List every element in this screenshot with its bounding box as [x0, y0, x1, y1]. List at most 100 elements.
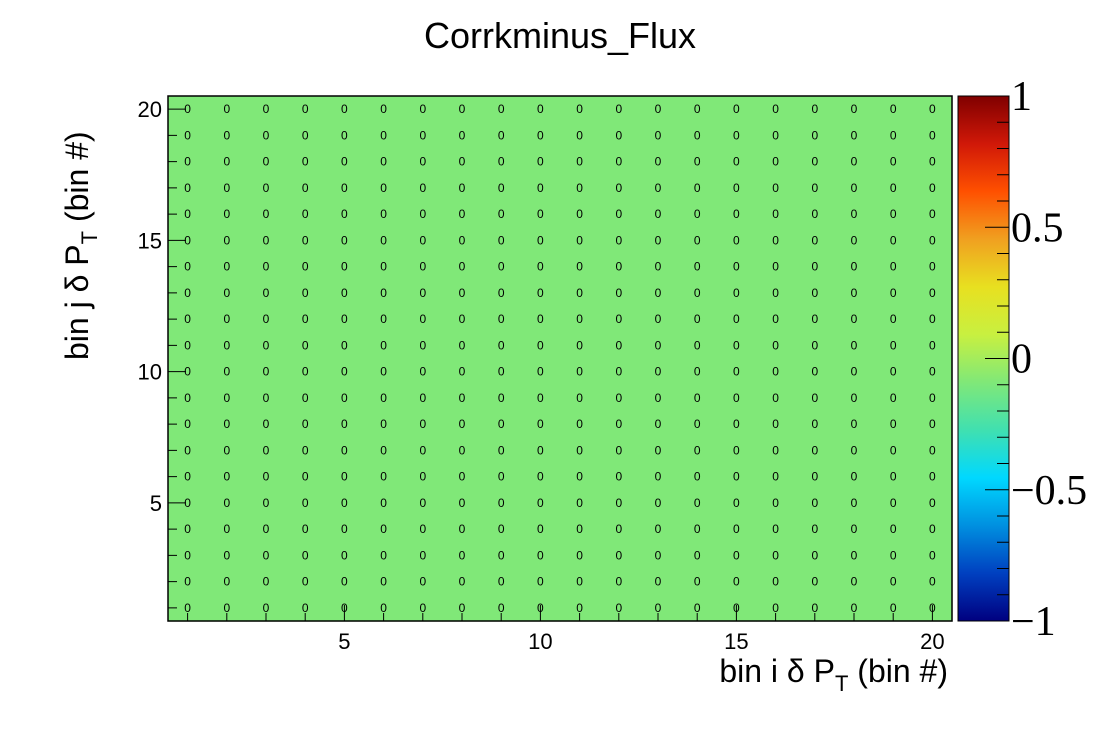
cell-value-label: 0: [380, 207, 387, 221]
heatmap-cell: [560, 174, 600, 202]
heatmap-cell: [834, 542, 875, 570]
heatmap-cell: [873, 227, 914, 255]
cell-value-label: 0: [380, 522, 387, 536]
cell-value-label: 0: [459, 443, 466, 457]
heatmap-cell: [364, 279, 404, 307]
heatmap-cell: [795, 358, 835, 386]
cell-value-label: 0: [851, 548, 858, 562]
cell-value-label: 0: [890, 181, 897, 195]
cell-value-label: 0: [341, 338, 348, 352]
heatmap-cell: [207, 306, 247, 333]
heatmap-cell: [795, 568, 835, 596]
cell-value-label: 0: [929, 470, 936, 484]
cell-value-label: 0: [890, 338, 897, 352]
heatmap-cell: [324, 253, 365, 281]
cell-value-label: 0: [302, 496, 309, 510]
heatmap-cell: [246, 279, 287, 307]
heatmap-cell: [834, 148, 875, 176]
cell-value-label: 0: [733, 548, 740, 562]
cell-value-label: 0: [263, 128, 270, 142]
x-tick-label: 10: [528, 629, 552, 654]
cell-value-label: 0: [811, 181, 818, 195]
heatmap-cell: [285, 201, 326, 228]
heatmap-cell: [520, 253, 561, 281]
cell-value-label: 0: [811, 286, 818, 300]
cell-value-label: 0: [890, 286, 897, 300]
cell-value-label: 0: [772, 260, 779, 274]
heatmap-cell: [520, 306, 561, 333]
heatmap-cell: [795, 489, 835, 517]
cell-value-label: 0: [655, 102, 662, 116]
cell-value-label: 0: [302, 601, 309, 615]
heatmap-cell: [285, 437, 326, 465]
heatmap-cell: [756, 358, 796, 386]
cell-value-label: 0: [733, 496, 740, 510]
cell-value-label: 0: [655, 443, 662, 457]
cell-value-label: 0: [772, 181, 779, 195]
heatmap-cell: [520, 201, 561, 228]
cell-value-label: 0: [263, 601, 270, 615]
cell-value-label: 0: [929, 391, 936, 405]
cell-value-label: 0: [263, 575, 270, 589]
cell-value-label: 0: [851, 522, 858, 536]
cell-value-label: 0: [459, 128, 466, 142]
cell-value-label: 0: [459, 181, 466, 195]
cell-value-label: 0: [772, 233, 779, 247]
heatmap-cell: [246, 174, 287, 202]
heatmap-cell: [442, 542, 483, 570]
cell-value-label: 0: [263, 260, 270, 274]
cell-value-label: 0: [694, 365, 701, 379]
heatmap-cell: [246, 253, 287, 281]
cell-value-label: 0: [772, 470, 779, 484]
cell-value-label: 0: [419, 548, 426, 562]
cell-value-label: 0: [184, 128, 191, 142]
cell-value-label: 0: [380, 548, 387, 562]
cell-value-label: 0: [655, 207, 662, 221]
cell-value-label: 0: [263, 286, 270, 300]
heatmap-cell: [560, 96, 600, 123]
heatmap-cell: [599, 148, 639, 176]
heatmap-cell: [873, 358, 914, 386]
cell-value-label: 0: [615, 601, 622, 615]
heatmap-cell: [207, 568, 247, 596]
cell-value-label: 0: [772, 155, 779, 169]
cell-value-label: 0: [576, 181, 583, 195]
heatmap-cell: [756, 279, 796, 307]
heatmap-cell: [638, 542, 679, 570]
cell-value-label: 0: [615, 391, 622, 405]
heatmap-cell: [207, 358, 247, 386]
cell-value-label: 0: [929, 181, 936, 195]
cell-value-label: 0: [419, 417, 426, 431]
heatmap-cell: [520, 437, 561, 465]
cell-value-label: 0: [263, 391, 270, 405]
heatmap-cell: [520, 148, 561, 176]
heatmap-cell: [285, 568, 326, 596]
heatmap-cell: [912, 542, 953, 570]
heatmap-cell: [638, 201, 679, 228]
cell-value-label: 0: [851, 601, 858, 615]
cell-value-label: 0: [890, 522, 897, 536]
cell-value-label: 0: [459, 102, 466, 116]
cell-value-label: 0: [655, 522, 662, 536]
heatmap-cell: [324, 306, 365, 333]
cell-value-label: 0: [890, 391, 897, 405]
heatmap-cell: [834, 96, 875, 123]
cell-value-label: 0: [537, 365, 544, 379]
cell-value-label: 0: [380, 575, 387, 589]
cell-value-label: 0: [537, 338, 544, 352]
cell-value-label: 0: [733, 391, 740, 405]
cell-value-label: 0: [851, 312, 858, 326]
cell-value-label: 0: [615, 365, 622, 379]
cell-value-label: 0: [929, 496, 936, 510]
cell-value-label: 0: [655, 233, 662, 247]
cell-value-label: 0: [851, 391, 858, 405]
heatmap-cell: [520, 279, 561, 307]
cell-value-label: 0: [419, 155, 426, 169]
heatmap-cell: [246, 568, 287, 596]
heatmap-cell: [403, 516, 443, 543]
heatmap-cell: [207, 227, 247, 255]
heatmap-cell: [324, 437, 365, 465]
cell-value-label: 0: [694, 548, 701, 562]
heatmap-cell: [912, 174, 953, 202]
heatmap-cell: [246, 516, 287, 543]
